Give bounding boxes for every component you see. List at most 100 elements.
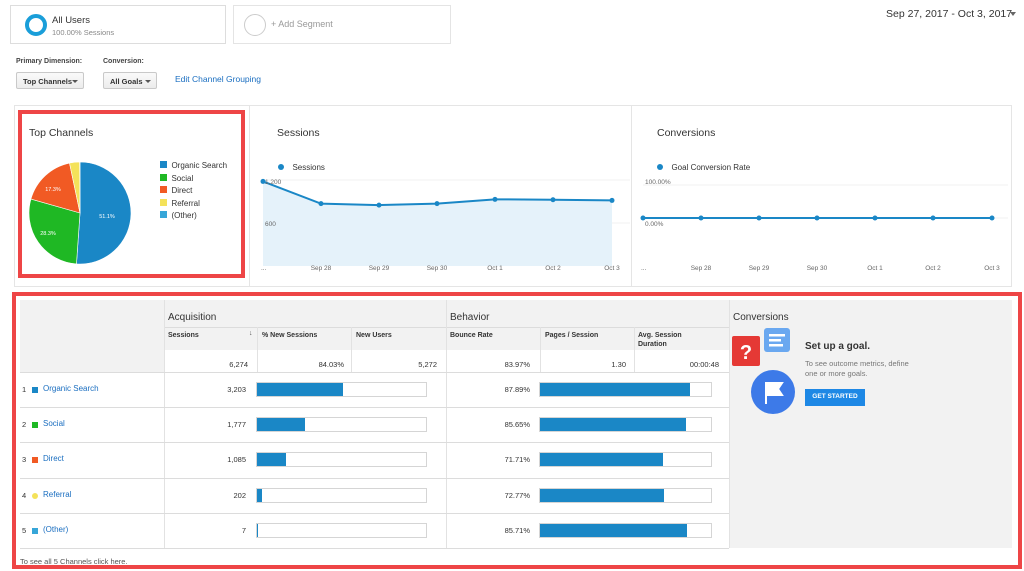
legend-swatch [160, 161, 167, 168]
see-all-channels-link[interactable]: To see all 5 Channels click here. [20, 557, 128, 566]
sessions-point[interactable] [434, 201, 440, 207]
row-sessions: 202 [233, 490, 246, 500]
goal-description: To see outcome metrics, define one or mo… [805, 359, 909, 379]
conversion-dropdown[interactable]: All Goals [103, 72, 157, 89]
sessions-legend: Sessions [278, 157, 325, 175]
total-pages-session: 1.30 [611, 360, 626, 369]
total-avg-duration: 00:00:48 [689, 360, 719, 369]
bounce-rate-fill [540, 418, 687, 432]
x-tick-label: Sep 28 [311, 265, 332, 272]
segment-all-users[interactable]: All Users 100.00% Sessions [10, 5, 226, 44]
col-separator [729, 300, 730, 548]
x-tick-label: Oct 3 [604, 265, 620, 272]
conversion-point[interactable] [814, 215, 820, 221]
pie-slice-label: 28.3% [40, 231, 56, 237]
group-behavior: Behavior [450, 312, 490, 323]
pie-slice[interactable] [30, 162, 81, 214]
col-header-new-users[interactable]: New Users [356, 332, 392, 339]
channel-link[interactable]: Social [43, 419, 65, 429]
sessions-point[interactable] [492, 196, 498, 202]
charts-container [14, 105, 1012, 287]
conversion-point[interactable] [756, 215, 762, 221]
segment-title: All Users [52, 15, 91, 26]
legend-item: Social [160, 168, 227, 183]
channel-link[interactable]: (Other) [43, 524, 69, 534]
legend-swatch [160, 211, 167, 219]
sessions-share-fill [257, 383, 344, 396]
col-header-pages-session[interactable]: Pages / Session [545, 332, 599, 339]
chevron-down-icon [72, 80, 78, 83]
row-number: 4 [22, 490, 27, 500]
primary-dimension-dropdown[interactable]: Top Channels [16, 72, 84, 89]
bounce-rate-bar [539, 487, 712, 503]
add-segment-button[interactable]: + Add Segment [233, 5, 451, 44]
legend-label: Social [171, 173, 194, 183]
col-header-sessions[interactable]: Sessions [168, 332, 199, 339]
chevron-down-icon [145, 80, 151, 83]
conversion-point[interactable] [698, 215, 704, 221]
row-sessions: 7 [241, 525, 246, 535]
channel-link[interactable]: Organic Search [43, 384, 99, 393]
col-header-bounce-rate[interactable]: Bounce Rate [450, 332, 493, 339]
conversion-label: Conversion: [103, 58, 144, 65]
table-row: 2 Social 1,777 85.65% [20, 408, 729, 442]
legend-item: Direct [160, 180, 227, 196]
table-row: 4 Referral 202 72.77% [20, 479, 729, 513]
goal-description-line2: one or more goals. [805, 369, 868, 378]
sessions-point[interactable] [376, 202, 382, 208]
legend-item: Referral [160, 193, 227, 208]
add-segment-ring-icon [244, 14, 266, 36]
row-sessions: 1,777 [227, 420, 246, 430]
legend-label: Direct [171, 186, 193, 196]
sessions-point[interactable] [609, 197, 615, 203]
date-range-picker[interactable]: Sep 27, 2017 - Oct 3, 2017 [886, 8, 1013, 20]
channel-link[interactable]: Referral [43, 489, 72, 499]
row-number: 3 [22, 455, 27, 465]
group-acquisition: Acquisition [168, 312, 217, 323]
sessions-point[interactable] [318, 201, 324, 207]
x-tick-label: Oct 1 [867, 265, 883, 272]
legend-label: (Other) [171, 211, 197, 221]
add-segment-label: + Add Segment [271, 19, 333, 29]
col-header-avg-duration-line2: Duration [638, 341, 667, 348]
sort-down-icon[interactable]: ↓ [249, 330, 253, 337]
conversions-legend: Goal Conversion Rate [657, 157, 750, 175]
channel-link[interactable]: Direct [43, 454, 64, 464]
sessions-point[interactable] [260, 178, 266, 184]
conversion-point[interactable] [930, 215, 936, 221]
pie-slice[interactable] [28, 198, 81, 265]
y-tick-label: 100.00% [645, 179, 671, 186]
row-divider [20, 372, 729, 373]
bounce-rate-bar [539, 417, 712, 433]
row-bounce-rate: 87.89% [504, 385, 530, 394]
pie-legend: Organic Search Social Direct Referral (O… [160, 155, 227, 221]
highlight-box-table [12, 292, 1022, 569]
panel-divider [249, 105, 250, 287]
get-started-button[interactable]: GET STARTED [805, 389, 865, 406]
table-header-band [20, 300, 1012, 350]
table-row: 5 (Other) 7 85.71% [20, 514, 729, 548]
sessions-point[interactable] [550, 197, 556, 203]
x-tick-label: Oct 1 [487, 265, 503, 272]
pie-slice[interactable] [76, 161, 132, 265]
y-tick-label: 1,200 [265, 179, 282, 186]
highlight-box-top-channels [18, 110, 245, 278]
pie-slice-label: 51.1% [99, 214, 115, 220]
conversion-point[interactable] [872, 215, 878, 221]
row-color-swatch [32, 422, 38, 429]
segment-ring-icon [25, 14, 47, 36]
col-header-avg-duration[interactable]: Avg. Session Duration [638, 331, 682, 349]
col-header-new-sessions[interactable]: % New Sessions [262, 332, 318, 339]
edit-channel-grouping-link[interactable]: Edit Channel Grouping [175, 74, 262, 84]
row-bounce-rate: 85.65% [504, 420, 530, 430]
bounce-rate-bar [539, 382, 712, 397]
conversion-point[interactable] [989, 215, 995, 221]
date-caret-icon[interactable] [1010, 12, 1016, 16]
conversion-value: All Goals [110, 77, 143, 86]
conversion-point[interactable] [640, 215, 646, 221]
legend-item: (Other) [160, 205, 227, 221]
row-divider [20, 477, 729, 479]
x-tick-label: Oct 3 [984, 265, 1000, 272]
legend-item: Organic Search [160, 155, 227, 170]
total-sessions: 6,274 [229, 360, 248, 369]
